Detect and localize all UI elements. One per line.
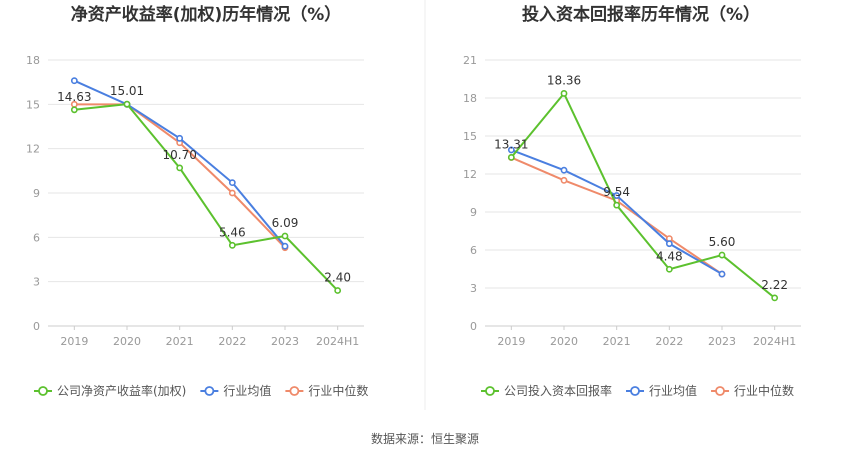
y-tick-label: 12 xyxy=(463,168,477,181)
legend-swatch-marker xyxy=(289,386,300,396)
data-point xyxy=(560,90,568,97)
data-label: 2.40 xyxy=(324,271,351,285)
legend-label: 公司投入资本回报率 xyxy=(504,383,612,398)
y-tick-label: 3 xyxy=(470,282,477,295)
x-tick-label: 2023 xyxy=(708,335,736,348)
data-label: 4.48 xyxy=(656,249,683,263)
y-tick-label: 12 xyxy=(26,143,40,156)
data-label: 14.63 xyxy=(57,90,91,104)
data-point xyxy=(176,164,184,172)
x-tick-label: 2022 xyxy=(655,335,683,348)
legend-swatch-marker xyxy=(204,386,215,396)
x-tick-label: 2023 xyxy=(271,335,299,348)
legend-label: 行业均值 xyxy=(649,383,697,398)
y-tick-label: 9 xyxy=(33,187,40,200)
series-line xyxy=(510,91,776,299)
data-point xyxy=(334,287,342,294)
data-source-note: 数据来源：恒生聚源 xyxy=(371,431,479,446)
y-tick-label: 6 xyxy=(470,244,477,257)
data-label: 9.54 xyxy=(603,185,630,199)
data-label: 2.22 xyxy=(761,278,788,292)
series-line xyxy=(74,103,339,292)
x-tick-label: 2019 xyxy=(497,335,525,348)
data-label: 15.01 xyxy=(110,84,144,98)
data-point xyxy=(771,294,779,302)
x-tick-label: 2021 xyxy=(603,335,631,348)
legend-swatch-marker xyxy=(715,386,725,396)
data-label: 6.09 xyxy=(272,216,299,230)
y-tick-label: 18 xyxy=(463,92,477,105)
data-label: 13.31 xyxy=(494,137,528,151)
y-tick-label: 3 xyxy=(33,276,40,289)
y-tick-label: 0 xyxy=(33,320,40,333)
data-point xyxy=(560,166,568,174)
legend-label: 行业中位数 xyxy=(308,383,368,398)
x-tick-label: 2024H1 xyxy=(753,335,796,348)
data-point xyxy=(560,176,568,184)
data-point xyxy=(123,100,131,108)
x-tick-label: 2019 xyxy=(60,335,88,348)
roic-chart-panel: 投入资本回报率历年情况（%） 0 3 6 9 12 15 18 21 2019 2020 2021 20… xyxy=(463,4,801,398)
data-point xyxy=(507,146,515,154)
x-tick-label: 2022 xyxy=(218,335,246,348)
data-point xyxy=(228,241,236,249)
data-point xyxy=(613,201,621,209)
y-tick-label: 18 xyxy=(26,54,40,67)
x-tick-label: 2020 xyxy=(550,335,578,348)
x-tick-label: 2020 xyxy=(113,335,141,348)
data-point xyxy=(507,154,515,161)
data-point xyxy=(665,265,673,273)
data-label: 5.46 xyxy=(219,225,246,239)
data-point xyxy=(718,251,726,259)
data-point xyxy=(281,242,289,250)
series-line xyxy=(74,103,286,249)
x-tick-label: 2024H1 xyxy=(316,335,359,348)
legend-swatch-marker xyxy=(38,386,48,396)
y-tick-label: 21 xyxy=(463,54,477,67)
legend-label: 公司净资产收益率(加权) xyxy=(57,383,186,398)
legend-label: 行业均值 xyxy=(223,383,271,398)
data-point xyxy=(718,270,726,278)
y-tick-label: 9 xyxy=(470,206,477,219)
data-point xyxy=(281,232,289,240)
legend-swatch-marker xyxy=(485,386,495,396)
data-point xyxy=(228,179,236,187)
data-label: 5.60 xyxy=(709,235,736,249)
data-label: 10.70 xyxy=(162,148,196,162)
data-label: 18.36 xyxy=(547,73,581,87)
data-point xyxy=(70,77,78,85)
y-tick-label: 6 xyxy=(33,231,40,244)
y-tick-label: 15 xyxy=(26,98,40,111)
y-tick-label: 15 xyxy=(463,130,477,143)
data-point xyxy=(665,240,673,248)
data-point xyxy=(228,189,236,197)
chart-title: 净资产收益率(加权)历年情况（%） xyxy=(71,4,342,25)
legend-label: 行业中位数 xyxy=(734,383,794,398)
data-point xyxy=(176,134,184,142)
legend-swatch-marker xyxy=(630,386,640,396)
roe-chart-panel: 净资产收益率(加权)历年情况（%） 0 3 6 9 12 15 18 2019 2020 2021 2… xyxy=(26,4,368,398)
x-tick-label: 2021 xyxy=(166,335,194,348)
chart-title: 投入资本回报率历年情况（%） xyxy=(522,4,760,25)
y-tick-label: 0 xyxy=(470,320,477,333)
data-point xyxy=(70,106,78,114)
data-point xyxy=(613,192,621,199)
